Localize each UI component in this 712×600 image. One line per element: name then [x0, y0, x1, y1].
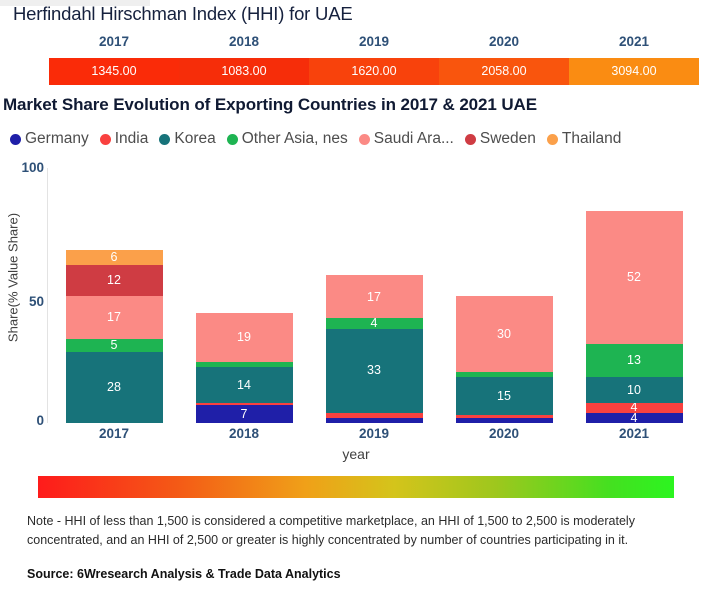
legend-dot-icon	[226, 133, 238, 145]
stacked-bars: 6 12 17 5 28 19 14 7 17 4 33 30 15 52 13 10 4 4	[49, 168, 699, 423]
hhi-year-row: 2017 2018 2019 2020 2021	[49, 34, 699, 54]
bar-segment-2021-saudiara[interactable]: 52	[585, 211, 683, 344]
bar-stack-2020: 30 15	[455, 295, 553, 423]
x-axis-label: year	[342, 446, 370, 462]
legend-item-1[interactable]: India	[99, 130, 149, 148]
legend-dot-icon	[10, 133, 21, 145]
bar-segment-2021-germany[interactable]: 4	[585, 412, 683, 423]
bar-segment-2020-india[interactable]	[455, 415, 553, 418]
hhi-value-2019: 1620.00	[309, 58, 439, 85]
hhi-year-2020: 2020	[488, 34, 520, 49]
bar-segment-2018-germany[interactable]: 7	[195, 405, 293, 423]
bar-segment-2018-otherasianes[interactable]	[195, 361, 293, 367]
legend-item-0[interactable]: Germany	[10, 130, 89, 148]
legend-label: Saudi Ara...	[373, 130, 454, 147]
legend-label: India	[114, 130, 149, 147]
legend-item-6[interactable]: Thailand	[546, 130, 622, 148]
top-decorative-band	[0, 0, 150, 6]
bar-segment-2020-germany[interactable]	[455, 417, 553, 423]
chart-plot-area: Share(% Value Share) 100 50 0 6 12 17 5 28 19…	[0, 158, 712, 443]
hhi-year-2019: 2019	[358, 34, 390, 49]
bar-column-2019[interactable]: 17 4 33	[309, 168, 439, 423]
y-tick-100: 100	[21, 160, 44, 175]
bar-stack-2019: 17 4 33	[325, 275, 423, 423]
legend-item-3[interactable]: Other Asia, nes	[226, 130, 348, 148]
bar-segment-2017-sweden[interactable]: 12	[65, 264, 163, 296]
bar-segment-2021-korea[interactable]: 10	[585, 377, 683, 403]
bar-segment-2019-germany[interactable]	[325, 417, 423, 423]
x-tick-2019: 2019	[358, 426, 390, 441]
legend-dot-icon	[464, 133, 476, 145]
hhi-title: Herfindahl Hirschman Index (HHI) for UAE	[13, 3, 353, 24]
hhi-value-2020: 2058.00	[439, 58, 569, 85]
legend-label: Other Asia, nes	[241, 130, 348, 147]
legend-dot-icon	[99, 133, 111, 145]
bar-segment-2020-saudiara[interactable]: 30	[455, 295, 553, 373]
chart-title: Market Share Evolution of Exporting Coun…	[3, 95, 537, 114]
bar-segment-2019-india[interactable]	[325, 412, 423, 418]
hhi-year-2021: 2021	[618, 34, 650, 49]
x-tick-2020: 2020	[488, 426, 520, 441]
y-tick-50: 50	[28, 294, 44, 309]
legend-label: Thailand	[561, 130, 622, 147]
bar-column-2021[interactable]: 52 13 10 4 4	[569, 168, 699, 423]
hhi-value-bar: 1345.00 1083.00 1620.00 2058.00 3094.00	[49, 58, 699, 85]
bar-segment-2018-saudiara[interactable]: 19	[195, 313, 293, 362]
legend-item-2[interactable]: Korea	[159, 130, 216, 148]
legend-label: Germany	[25, 130, 89, 147]
bar-column-2020[interactable]: 30 15	[439, 168, 569, 423]
legend-label: Sweden	[479, 130, 536, 147]
bar-segment-2019-otherasianes[interactable]: 4	[325, 318, 423, 329]
chart-legend: Germany India Korea Other Asia, nes Saudi Ar…	[10, 130, 621, 148]
bar-segment-2017-korea[interactable]: 28	[65, 351, 163, 423]
bar-stack-2018: 19 14 7	[195, 313, 293, 423]
legend-label: Korea	[174, 130, 216, 147]
bar-segment-2019-korea[interactable]: 33	[325, 328, 423, 413]
y-axis-line	[47, 168, 48, 423]
bar-segment-2017-otherasianes[interactable]: 5	[65, 338, 163, 352]
bar-column-2018[interactable]: 19 14 7	[179, 168, 309, 423]
y-axis-label: Share(% Value Share)	[5, 212, 21, 343]
bar-stack-2021: 52 13 10 4 4	[585, 211, 683, 423]
bar-stack-2017: 6 12 17 5 28	[65, 249, 163, 423]
bar-segment-2021-otherasianes[interactable]: 13	[585, 343, 683, 378]
bar-segment-2018-korea[interactable]: 14	[195, 366, 293, 403]
hhi-value-2021: 3094.00	[569, 58, 699, 85]
hhi-value-2017: 1345.00	[49, 58, 179, 85]
x-tick-2021: 2021	[618, 426, 650, 441]
hhi-gradient-scale	[38, 476, 674, 498]
bar-segment-2020-korea[interactable]: 15	[455, 377, 553, 416]
bar-segment-2019-saudiara[interactable]: 17	[325, 275, 423, 319]
bar-segment-2017-saudiara[interactable]: 17	[65, 295, 163, 339]
bar-segment-2020-otherasianes[interactable]	[455, 372, 553, 378]
footer-source: Source: 6Wresearch Analysis & Trade Data…	[27, 567, 341, 581]
x-tick-2018: 2018	[228, 426, 260, 441]
legend-item-5[interactable]: Sweden	[464, 130, 536, 148]
legend-item-4[interactable]: Saudi Ara...	[358, 130, 454, 148]
legend-dot-icon	[159, 133, 171, 145]
bar-segment-2021-india[interactable]: 4	[585, 402, 683, 413]
footer-note: Note - HHI of less than 1,500 is conside…	[27, 514, 635, 547]
bar-segment-2017-thailand[interactable]: 6	[65, 249, 163, 265]
hhi-value-2018: 1083.00	[179, 58, 309, 85]
hhi-year-2017: 2017	[98, 34, 130, 49]
x-tick-2017: 2017	[98, 426, 130, 441]
y-tick-0: 0	[36, 413, 44, 428]
bar-segment-2018-india[interactable]	[195, 402, 293, 406]
legend-dot-icon	[546, 133, 558, 145]
bar-column-2017[interactable]: 6 12 17 5 28	[49, 168, 179, 423]
legend-dot-icon	[358, 133, 370, 145]
hhi-year-2018: 2018	[228, 34, 260, 49]
